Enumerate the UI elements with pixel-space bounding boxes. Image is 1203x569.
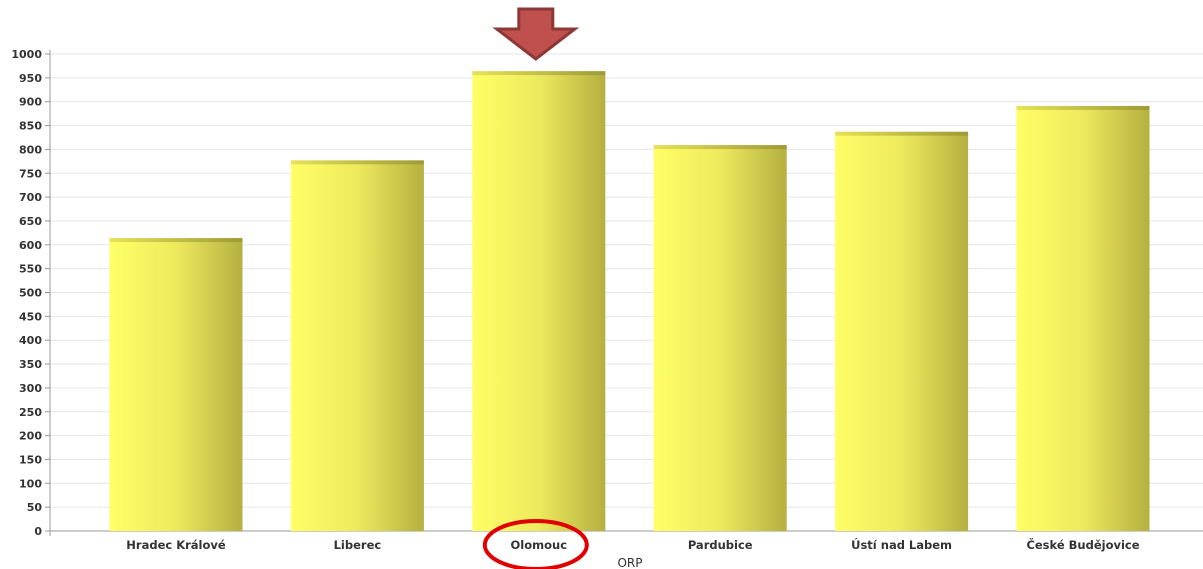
bar-cap: [472, 71, 606, 76]
bar-cap: [835, 131, 969, 136]
y-tick-label: 150: [19, 453, 42, 466]
bar: [109, 239, 243, 532]
bar-cap: [1016, 105, 1150, 110]
x-axis-title: ORP: [617, 556, 642, 569]
bar: [653, 146, 787, 531]
y-tick-label: 800: [19, 143, 42, 156]
y-tick-label: 700: [19, 191, 42, 204]
x-category-label: České Budějovice: [1026, 537, 1139, 552]
x-category-label: Ústí nad Labem: [851, 537, 952, 552]
x-category-label: Liberec: [334, 538, 382, 552]
y-tick-label: 250: [19, 406, 42, 419]
y-tick-label: 750: [19, 167, 42, 180]
y-tick-label: 300: [19, 382, 42, 395]
y-tick-label: 900: [19, 96, 42, 109]
x-category-label: Hradec Králové: [126, 538, 226, 552]
bar-cap: [290, 160, 424, 165]
x-axis-labels: Hradec Králové Liberec Olomouc Pardubice Úst…: [126, 537, 1139, 552]
highlight-circle: [482, 519, 589, 569]
y-tick-label: 50: [27, 501, 43, 514]
bar-cap: [653, 145, 787, 150]
bar: [472, 72, 606, 531]
y-tick-label: 500: [19, 287, 42, 300]
annotations: [482, 7, 589, 569]
y-tick-label: 100: [19, 477, 42, 490]
y-tick-label: 350: [19, 358, 42, 371]
down-arrow-icon: [492, 7, 580, 61]
y-tick-label: 200: [19, 430, 42, 443]
x-category-label: Pardubice: [688, 538, 753, 552]
bar: [290, 161, 424, 531]
bar: [835, 132, 969, 531]
y-tick-label: 850: [19, 120, 42, 133]
y-tick-label: 1000: [11, 48, 42, 61]
y-tick-label: 0: [34, 525, 42, 538]
bar: [1016, 106, 1150, 532]
bar-cap: [109, 238, 243, 243]
y-tick-label: 400: [19, 334, 42, 347]
y-axis-ticks: 0 50 100 150 200 250 300 350 400 450 500 550 600 650 7…: [11, 48, 50, 538]
y-tick-label: 650: [19, 215, 42, 228]
y-tick-label: 550: [19, 263, 42, 276]
y-tick-label: 950: [19, 72, 42, 85]
bars: [109, 71, 1150, 532]
y-tick-label: 600: [19, 239, 42, 252]
x-category-label: Olomouc: [511, 538, 568, 552]
y-tick-label: 450: [19, 310, 42, 323]
